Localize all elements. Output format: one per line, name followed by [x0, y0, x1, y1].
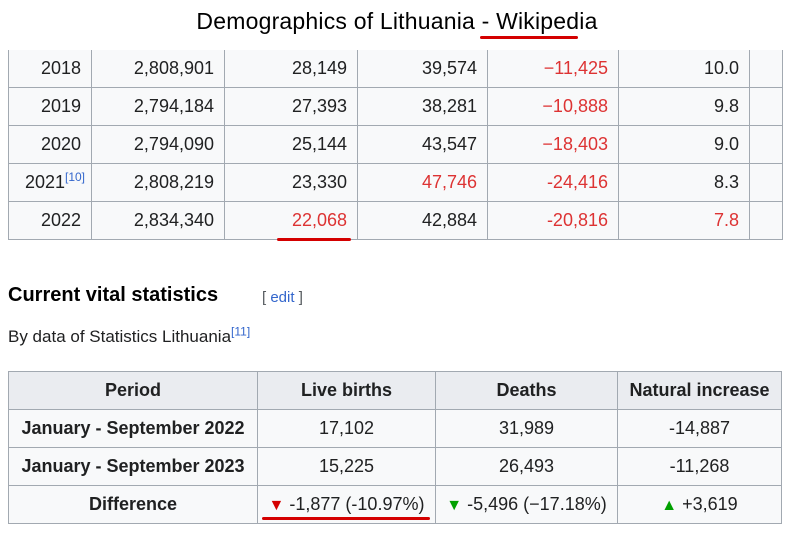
- edit-section: [ edit ]: [262, 289, 303, 306]
- population-table: 2018 2,808,901 28,149 39,574 −11,425 10.…: [8, 50, 783, 240]
- deaths-cell: 31,989: [435, 409, 618, 448]
- column-header-natural-increase: Natural increase: [617, 371, 782, 410]
- year-cell: 2019: [8, 87, 92, 126]
- natural-change-cell: −11,425: [487, 50, 619, 88]
- rate-cell: 8.3: [618, 163, 750, 202]
- year-cell: 2020: [8, 125, 92, 164]
- section-heading: Current vital statistics: [8, 284, 219, 306]
- population-cell: 2,834,340: [91, 201, 225, 240]
- period-cell: January - September 2023: [8, 447, 258, 486]
- year-cell: 2022: [8, 201, 92, 240]
- natural-change-cell: -20,816: [487, 201, 619, 240]
- live-births-cell: 22,068: [224, 201, 358, 240]
- triangle-down-icon: ▼: [446, 497, 463, 514]
- reference-link[interactable]: [10]: [64, 170, 85, 184]
- table-row: 2021[10] 2,808,219 23,330 47,746 -24,416…: [8, 163, 783, 202]
- empty-cell: [749, 201, 783, 240]
- byline: By data of Statistics Lithuania[11]: [8, 324, 251, 347]
- deaths-cell: 26,493: [435, 447, 618, 486]
- rate-cell: 7.8: [618, 201, 750, 240]
- year-cell: 2021[10]: [8, 163, 92, 202]
- table-row: 2019 2,794,184 27,393 38,281 −10,888 9.8: [8, 87, 783, 126]
- natural-change-cell: −10,888: [487, 87, 619, 126]
- difference-deaths-cell: ▼ -5,496 (−17.18%): [435, 485, 618, 524]
- edit-bracket-open: [: [262, 289, 271, 306]
- live-births-cell: 17,102: [257, 409, 436, 448]
- live-births-cell: 28,149: [224, 50, 358, 88]
- annotation-underline-title: [480, 36, 578, 39]
- deaths-cell: 47,746: [357, 163, 488, 202]
- triangle-down-icon: ▼: [268, 497, 285, 514]
- annotation-underline-births: [277, 238, 351, 241]
- difference-natural-increase-value: +3,619: [682, 494, 738, 514]
- table-row: January - September 2022 17,102 31,989 -…: [8, 409, 782, 448]
- edit-bracket-close: ]: [294, 289, 303, 306]
- rate-cell: 10.0: [618, 50, 750, 88]
- column-header-deaths: Deaths: [435, 371, 618, 410]
- natural-increase-cell: -14,887: [617, 409, 782, 448]
- year-cell: 2018: [8, 50, 92, 88]
- live-births-cell: 23,330: [224, 163, 358, 202]
- population-cell: 2,808,901: [91, 50, 225, 88]
- rate-cell: 9.8: [618, 87, 750, 126]
- byline-text: By data of Statistics Lithuania: [8, 327, 232, 346]
- rate-cell: 9.0: [618, 125, 750, 164]
- vital-statistics-table: Period Live births Deaths Natural increa…: [8, 371, 782, 524]
- table-row: 2020 2,794,090 25,144 43,547 −18,403 9.0: [8, 125, 783, 164]
- page-title: Demographics of Lithuania - Wikipedia: [196, 8, 598, 34]
- deaths-cell: 39,574: [357, 50, 488, 88]
- empty-cell: [749, 50, 783, 88]
- population-cell: 2,794,184: [91, 87, 225, 126]
- reference-link[interactable]: [11]: [231, 324, 251, 339]
- live-births-cell: 25,144: [224, 125, 358, 164]
- empty-cell: [749, 87, 783, 126]
- table-row: 2018 2,808,901 28,149 39,574 −11,425 10.…: [8, 50, 783, 88]
- difference-deaths-value: -5,496 (−17.18%): [467, 494, 607, 514]
- period-cell: January - September 2022: [8, 409, 258, 448]
- deaths-cell: 38,281: [357, 87, 488, 126]
- deaths-cell: 43,547: [357, 125, 488, 164]
- difference-natural-increase-cell: ▲ +3,619: [617, 485, 782, 524]
- deaths-cell: 42,884: [357, 201, 488, 240]
- live-births-cell: 27,393: [224, 87, 358, 126]
- population-cell: 2,794,090: [91, 125, 225, 164]
- population-cell: 2,808,219: [91, 163, 225, 202]
- table-row: 2022 2,834,340 22,068 42,884 -20,816 7.8: [8, 201, 783, 240]
- natural-change-cell: −18,403: [487, 125, 619, 164]
- empty-cell: [749, 125, 783, 164]
- column-header-live-births: Live births: [257, 371, 436, 410]
- live-births-cell: 15,225: [257, 447, 436, 486]
- edit-link[interactable]: edit: [270, 289, 295, 306]
- table-row: January - September 2023 15,225 26,493 -…: [8, 447, 782, 486]
- empty-cell: [749, 163, 783, 202]
- difference-live-births-value: -1,877 (-10.97%): [289, 494, 425, 514]
- header-row: Period Live births Deaths Natural increa…: [8, 371, 782, 410]
- column-header-period: Period: [8, 371, 258, 410]
- annotation-underline-difference: [262, 517, 430, 520]
- difference-label: Difference: [8, 485, 258, 524]
- triangle-up-icon: ▲: [661, 497, 678, 514]
- natural-change-cell: -24,416: [487, 163, 619, 202]
- natural-increase-cell: -11,268: [617, 447, 782, 486]
